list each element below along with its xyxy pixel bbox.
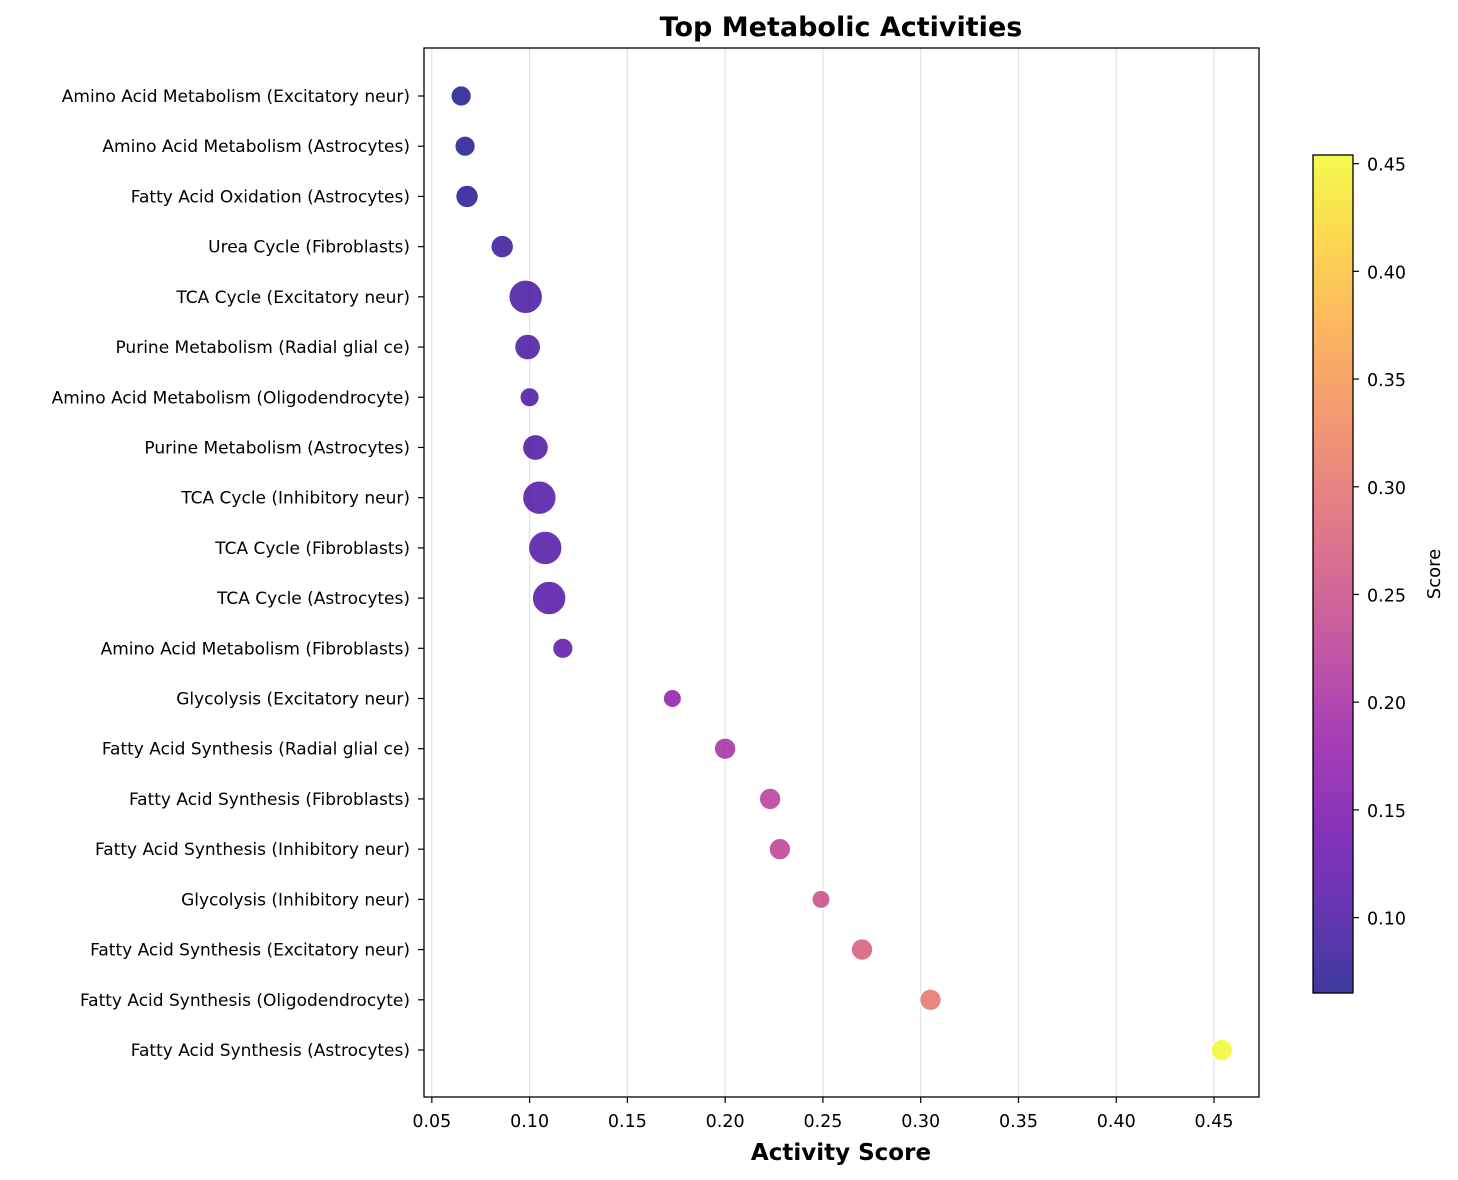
x-tick-label: 0.25 bbox=[803, 1112, 842, 1132]
data-point bbox=[453, 135, 477, 158]
data-point bbox=[1210, 1038, 1234, 1062]
y-category-label: Glycolysis (Excitatory neur) bbox=[176, 690, 410, 710]
data-point bbox=[768, 837, 792, 861]
x-tick-label: 0.30 bbox=[901, 1112, 940, 1132]
y-axis-category-labels: Amino Acid Metabolism (Excitatory neur) A… bbox=[52, 87, 424, 1061]
data-point bbox=[449, 84, 473, 108]
y-category-label: Fatty Acid Synthesis (Fibroblasts) bbox=[129, 790, 410, 810]
y-category-label: Urea Cycle (Fibroblasts) bbox=[208, 238, 410, 258]
colorbar-tick-label: 0.45 bbox=[1367, 156, 1406, 176]
colorbar-tick-label: 0.40 bbox=[1367, 263, 1406, 283]
y-category-label: Amino Acid Metabolism (Astrocytes) bbox=[102, 137, 410, 157]
data-point bbox=[521, 433, 550, 462]
colorbar-tick-label: 0.35 bbox=[1367, 371, 1406, 391]
data-point bbox=[918, 988, 943, 1012]
data-point bbox=[758, 787, 782, 811]
data-points bbox=[449, 84, 1234, 1062]
x-tick-label: 0.35 bbox=[999, 1112, 1038, 1132]
x-axis-label: Activity Score bbox=[751, 1140, 931, 1166]
y-category-label: Amino Acid Metabolism (Excitatory neur) bbox=[62, 87, 410, 107]
y-category-label: Amino Acid Metabolism (Oligodendrocyte) bbox=[52, 388, 410, 408]
data-point bbox=[518, 386, 541, 408]
colorbar-ticks: 0.10 0.15 0.20 0.25 0.30 0.35 0.40 0.45 bbox=[1353, 156, 1406, 930]
colorbar-tick-label: 0.20 bbox=[1367, 694, 1406, 714]
x-tick-label: 0.40 bbox=[1097, 1112, 1136, 1132]
data-point bbox=[551, 637, 575, 660]
data-point bbox=[521, 479, 558, 516]
chart-title: Top Metabolic Activities bbox=[660, 12, 1023, 43]
x-tick-label: 0.45 bbox=[1195, 1112, 1234, 1132]
x-tick-label: 0.15 bbox=[608, 1112, 647, 1132]
y-category-label: Glycolysis (Inhibitory neur) bbox=[181, 890, 410, 910]
x-tick-label: 0.20 bbox=[706, 1112, 745, 1132]
colorbar-label: Score bbox=[1424, 549, 1445, 599]
plot-area-frame bbox=[423, 47, 1260, 1098]
colorbar-tick-label: 0.15 bbox=[1367, 802, 1406, 822]
data-point bbox=[713, 736, 737, 761]
y-category-label: Fatty Acid Synthesis (Excitatory neur) bbox=[90, 941, 410, 961]
y-category-label: TCA Cycle (Fibroblasts) bbox=[214, 539, 410, 559]
data-point bbox=[662, 688, 683, 709]
y-category-label: Amino Acid Metabolism (Fibroblasts) bbox=[101, 639, 410, 659]
grid-lines bbox=[431, 48, 1215, 1097]
x-tick-label: 0.10 bbox=[510, 1112, 549, 1132]
colorbar-tick-label: 0.10 bbox=[1367, 910, 1406, 930]
data-point bbox=[527, 530, 564, 566]
data-point bbox=[850, 937, 874, 962]
y-category-label: Fatty Acid Synthesis (Radial glial ce) bbox=[102, 740, 410, 760]
data-point bbox=[489, 234, 515, 259]
y-category-label: TCA Cycle (Inhibitory neur) bbox=[180, 489, 410, 509]
data-point bbox=[810, 889, 832, 910]
y-category-label: Fatty Acid Synthesis (Oligodendrocyte) bbox=[80, 991, 410, 1011]
y-category-label: TCA Cycle (Astrocytes) bbox=[216, 589, 410, 609]
colorbar-tick-label: 0.30 bbox=[1367, 479, 1406, 499]
y-category-label: Fatty Acid Synthesis (Inhibitory neur) bbox=[95, 840, 410, 860]
colorbar bbox=[1312, 154, 1354, 994]
colorbar-tick-label: 0.25 bbox=[1367, 586, 1406, 606]
data-point bbox=[507, 279, 544, 315]
x-axis-ticks: 0.05 0.10 0.15 0.20 0.25 0.30 0.35 0.40 0.45 bbox=[412, 1097, 1234, 1132]
data-point bbox=[454, 184, 480, 209]
y-category-label: Fatty Acid Oxidation (Astrocytes) bbox=[131, 187, 410, 207]
y-category-label: Fatty Acid Synthesis (Astrocytes) bbox=[131, 1041, 410, 1061]
y-category-label: Purine Metabolism (Radial glial ce) bbox=[115, 338, 410, 358]
y-category-label: Purine Metabolism (Astrocytes) bbox=[144, 438, 410, 458]
y-category-label: TCA Cycle (Excitatory neur) bbox=[175, 288, 410, 308]
data-point bbox=[531, 580, 567, 616]
x-tick-label: 0.05 bbox=[412, 1112, 451, 1132]
data-point bbox=[513, 333, 542, 362]
